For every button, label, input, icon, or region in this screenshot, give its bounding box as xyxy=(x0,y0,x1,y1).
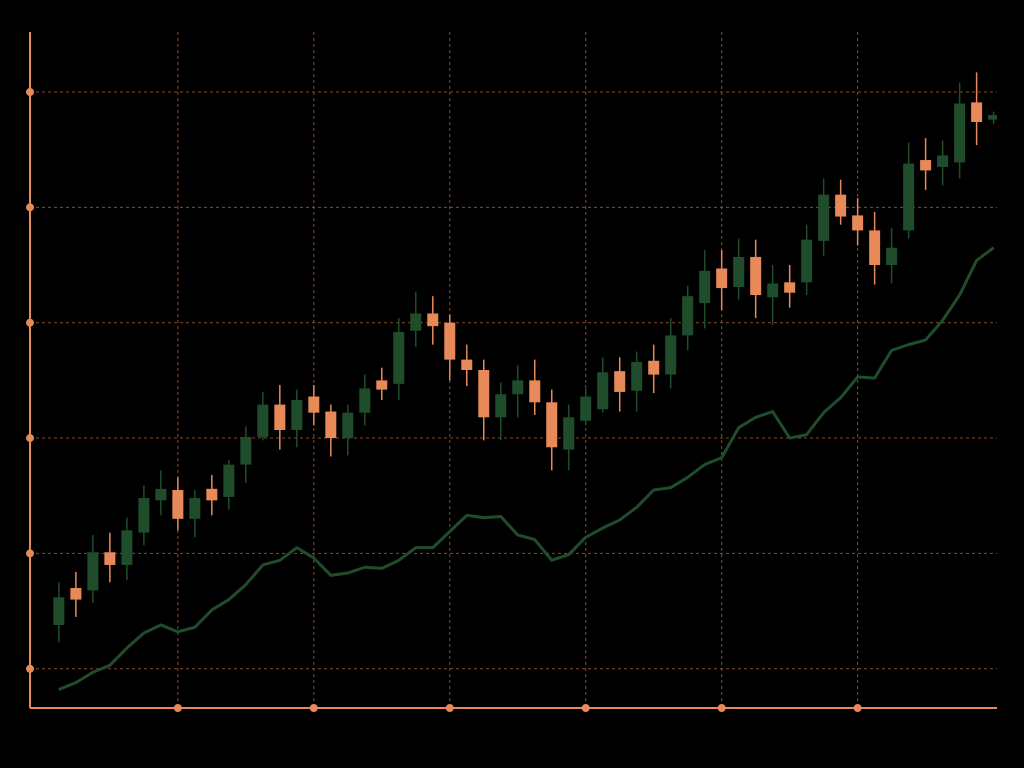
candle-body xyxy=(546,402,558,448)
y-tick xyxy=(26,664,34,673)
candle-body xyxy=(512,380,524,395)
line-series xyxy=(58,246,995,691)
x-tick xyxy=(173,704,182,712)
candle-body xyxy=(172,489,184,519)
candle-body xyxy=(444,322,456,360)
candle-body xyxy=(495,394,507,418)
candle-body xyxy=(104,552,116,565)
candle-body xyxy=(410,313,422,331)
candle-body xyxy=(937,155,949,167)
candle-body xyxy=(631,361,643,391)
candle-body xyxy=(597,372,609,410)
candle-body xyxy=(580,396,592,421)
candle-body xyxy=(427,313,439,327)
x-tick xyxy=(717,704,726,712)
candle-body xyxy=(648,360,660,375)
axes xyxy=(26,32,997,712)
candle-body xyxy=(529,380,541,403)
candle-body xyxy=(70,588,82,600)
y-tick xyxy=(26,203,34,212)
candle-body xyxy=(274,404,286,430)
x-tick xyxy=(445,704,454,712)
candle-body xyxy=(886,247,898,266)
candle-body xyxy=(189,498,201,519)
candle-body xyxy=(223,464,235,497)
grid xyxy=(30,32,997,708)
candle-body xyxy=(478,370,490,418)
candle-body xyxy=(359,388,371,413)
candle-body xyxy=(971,102,983,122)
candle-body xyxy=(325,411,337,439)
candle-body xyxy=(750,256,762,296)
candle-body xyxy=(87,552,99,591)
candle-body xyxy=(393,331,405,384)
candle-body xyxy=(291,399,303,430)
candle-body xyxy=(784,282,796,293)
candle-body xyxy=(665,335,677,375)
candle-body xyxy=(699,270,711,304)
candle-body xyxy=(257,404,269,437)
candle-body xyxy=(342,412,354,439)
candle-body xyxy=(53,597,65,625)
candle-body xyxy=(801,239,813,283)
candle-body xyxy=(954,103,966,163)
candle-body xyxy=(206,488,218,501)
candle-body xyxy=(376,380,388,390)
candle-body xyxy=(614,371,626,392)
candle-body xyxy=(852,215,864,231)
candle-body xyxy=(121,530,133,565)
x-tick xyxy=(309,704,318,712)
candle-body xyxy=(461,359,473,370)
candle-body xyxy=(155,488,167,501)
y-tick xyxy=(26,318,34,327)
candle-body xyxy=(716,268,728,289)
candle-body xyxy=(767,283,779,298)
candle-body xyxy=(733,256,745,287)
candle-body xyxy=(240,436,252,465)
y-tick xyxy=(26,87,34,96)
candle-body xyxy=(308,396,320,413)
candle-body xyxy=(920,160,932,171)
candle-body xyxy=(818,194,830,241)
y-tick xyxy=(26,434,34,443)
candle-body xyxy=(682,296,694,336)
candle-body xyxy=(903,163,915,231)
candle-body xyxy=(138,498,150,533)
x-tick xyxy=(581,704,590,712)
candle-body xyxy=(869,230,881,266)
candle-body xyxy=(835,194,847,217)
candle-body xyxy=(988,115,997,120)
x-tick xyxy=(853,704,862,712)
y-tick xyxy=(26,549,34,558)
plot-area xyxy=(53,72,997,691)
candle-body xyxy=(563,417,575,450)
